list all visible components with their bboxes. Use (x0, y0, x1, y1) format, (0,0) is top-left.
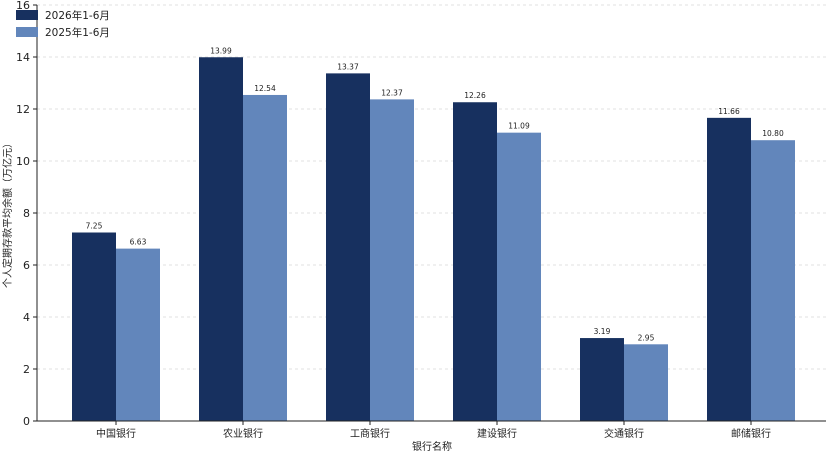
data-label: 12.37 (381, 88, 403, 97)
legend-swatch-2026 (16, 10, 38, 20)
data-label: 11.09 (508, 122, 530, 131)
y-tick-label: 8 (23, 207, 30, 220)
x-axis-title: 银行名称 (412, 440, 452, 453)
data-label: 12.54 (254, 84, 276, 93)
bar-2026-5 (707, 117, 751, 421)
data-label: 13.99 (210, 46, 232, 55)
x-tick-label: 交通银行 (604, 427, 644, 440)
bars (72, 57, 795, 422)
x-tick-label: 建设银行 (477, 427, 517, 440)
data-label: 12.26 (464, 91, 486, 100)
y-tick-label: 12 (16, 103, 30, 116)
y-axis-title: 个人定期存款平均余额（万亿元） (1, 138, 14, 288)
data-label: 11.66 (718, 107, 740, 116)
y-tick-label: 2 (23, 363, 30, 376)
bar-2026-3 (453, 102, 497, 422)
data-label: 3.19 (594, 327, 611, 336)
data-label: 2.95 (638, 333, 655, 342)
bar-2025-4 (624, 344, 668, 421)
y-tick-label: 6 (23, 259, 30, 272)
y-tick-label: 4 (23, 311, 30, 324)
x-ticks: 中国银行 农业银行 工商银行 建设银行 交通银行 邮储银行 (96, 421, 771, 440)
y-tick-label: 14 (16, 51, 30, 64)
x-tick-label: 中国银行 (96, 427, 136, 440)
bar-2025-0 (116, 248, 160, 421)
legend-label-2026: 2026年1-6月 (45, 9, 110, 22)
legend-swatch-2025 (16, 27, 38, 37)
x-tick-label: 邮储银行 (731, 427, 771, 440)
bar-2026-2 (326, 73, 370, 421)
legend-label-2025: 2025年1-6月 (45, 26, 110, 39)
data-label: 6.63 (130, 238, 147, 247)
bar-2025-2 (370, 99, 414, 421)
bar-2025-3 (497, 132, 541, 421)
data-label: 13.37 (337, 62, 359, 71)
x-tick-label: 农业银行 (223, 427, 263, 440)
y-tick-label: 16 (16, 0, 30, 12)
bar-2025-1 (243, 94, 287, 422)
y-tick-label: 10 (16, 155, 30, 168)
y-ticks: 0 2 4 6 8 10 12 14 16 (16, 0, 37, 428)
bar-2026-4 (580, 338, 624, 421)
x-tick-label: 工商银行 (350, 427, 390, 440)
y-tick-label: 0 (23, 415, 30, 428)
data-labels: 7.25 6.63 13.99 12.54 13.37 12.37 12.26 11.09 3.… (86, 46, 784, 342)
data-label: 7.25 (86, 222, 103, 231)
bar-2026-0 (72, 232, 116, 421)
bar-2026-1 (199, 57, 243, 421)
data-label: 10.80 (762, 129, 784, 138)
legend: 2026年1-6月 2025年1-6月 (16, 9, 110, 39)
bar-2025-5 (751, 140, 795, 421)
